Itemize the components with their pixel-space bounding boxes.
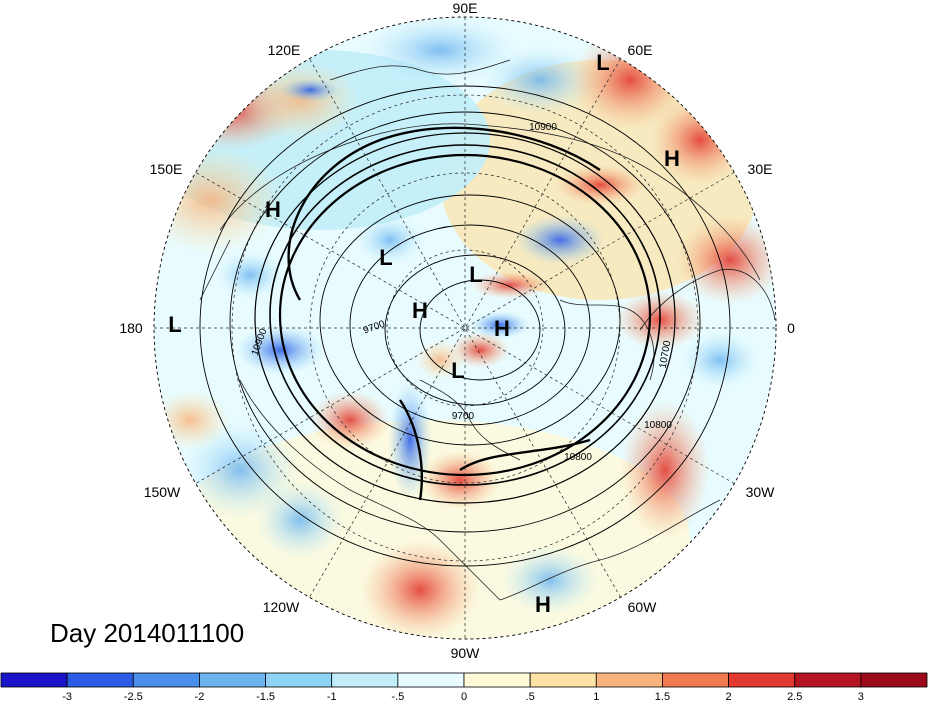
longitude-labels: 90E 60E 30E 0 30W 60W 90W 120W 150W 180 … — [119, 0, 795, 661]
colorbar-tick-label: -2.5 — [124, 691, 143, 702]
colorbar-ticks: -3 -2.5 -2 -1.5 -1 -.5 0 .5 1 1.5 2 2.5 3 — [62, 691, 864, 702]
contour-label: 10900 — [529, 122, 557, 133]
colorbar-swatch — [0, 672, 68, 688]
colorbar-swatch — [132, 672, 200, 688]
colorbar: -3 -2.5 -2 -1.5 -1 -.5 0 .5 1 1.5 2 2.5 3 — [0, 672, 928, 702]
colorbar-swatch — [662, 672, 729, 688]
pressure-centers: L H H L L L H H L H — [168, 50, 680, 617]
colorbar-tick-label: 3 — [858, 691, 864, 702]
colorbar-swatch — [331, 672, 399, 688]
colorbar-tick-label: 1 — [593, 691, 599, 702]
center-marker: L — [596, 50, 609, 75]
lon-label-30w: 30W — [746, 484, 776, 500]
lon-label-90e: 90E — [453, 0, 478, 16]
center-marker: H — [265, 197, 281, 222]
center-marker: H — [412, 298, 428, 323]
center-marker: L — [168, 312, 181, 337]
colorbar-tick-label: 2 — [726, 691, 732, 702]
colorbar-swatch — [199, 672, 266, 688]
colorbar-swatch — [728, 672, 796, 688]
contour-label: 10700 — [658, 339, 674, 369]
lon-label-150e: 150E — [150, 161, 183, 177]
lon-label-60e: 60E — [628, 42, 653, 58]
contour-label: 10800 — [644, 420, 672, 431]
center-marker: L — [379, 245, 392, 270]
lon-label-120w: 120W — [263, 599, 300, 615]
colorbar-tick-label: -3 — [62, 691, 72, 702]
lon-label-0: 0 — [787, 320, 795, 336]
center-marker: H — [664, 146, 680, 171]
colorbar-tick-label: -2 — [195, 691, 205, 702]
colorbar-swatch — [595, 672, 663, 688]
contour-label: 10800 — [564, 452, 592, 463]
lon-label-60w: 60W — [628, 599, 658, 615]
lon-label-180: 180 — [119, 320, 143, 336]
colorbar-tick-label: -1.5 — [256, 691, 275, 702]
center-marker: H — [535, 592, 551, 617]
center-marker: H — [494, 316, 510, 341]
colorbar-swatches — [0, 672, 928, 688]
lon-label-90w: 90W — [451, 645, 481, 661]
polar-map: 90E 60E 30E 0 30W 60W 90W 120W 150W 180 … — [119, 0, 795, 661]
colorbar-swatch — [463, 672, 531, 688]
day-label: Day 2014011100 — [50, 618, 245, 648]
colorbar-tick-label: -1 — [327, 691, 337, 702]
colorbar-tick-label: .5 — [526, 691, 535, 702]
colorbar-tick-label: 0 — [461, 691, 467, 702]
lon-label-150w: 150W — [144, 484, 181, 500]
colorbar-swatch — [66, 672, 134, 688]
colorbar-swatch — [794, 672, 862, 688]
colorbar-swatch — [860, 672, 928, 688]
colorbar-swatch — [265, 672, 333, 688]
colorbar-tick-label: 2.5 — [787, 691, 802, 702]
lon-label-120e: 120E — [268, 42, 301, 58]
map-boundary — [153, 16, 777, 640]
anomaly-field — [154, 17, 776, 639]
center-marker: L — [451, 358, 464, 383]
contour-label: 9700 — [452, 411, 475, 422]
lon-label-30e: 30E — [748, 161, 773, 177]
colorbar-swatch — [529, 672, 597, 688]
colorbar-tick-label: 1.5 — [655, 691, 670, 702]
colorbar-tick-label: -.5 — [391, 691, 404, 702]
center-marker: L — [469, 262, 482, 287]
colorbar-swatch — [397, 672, 465, 688]
